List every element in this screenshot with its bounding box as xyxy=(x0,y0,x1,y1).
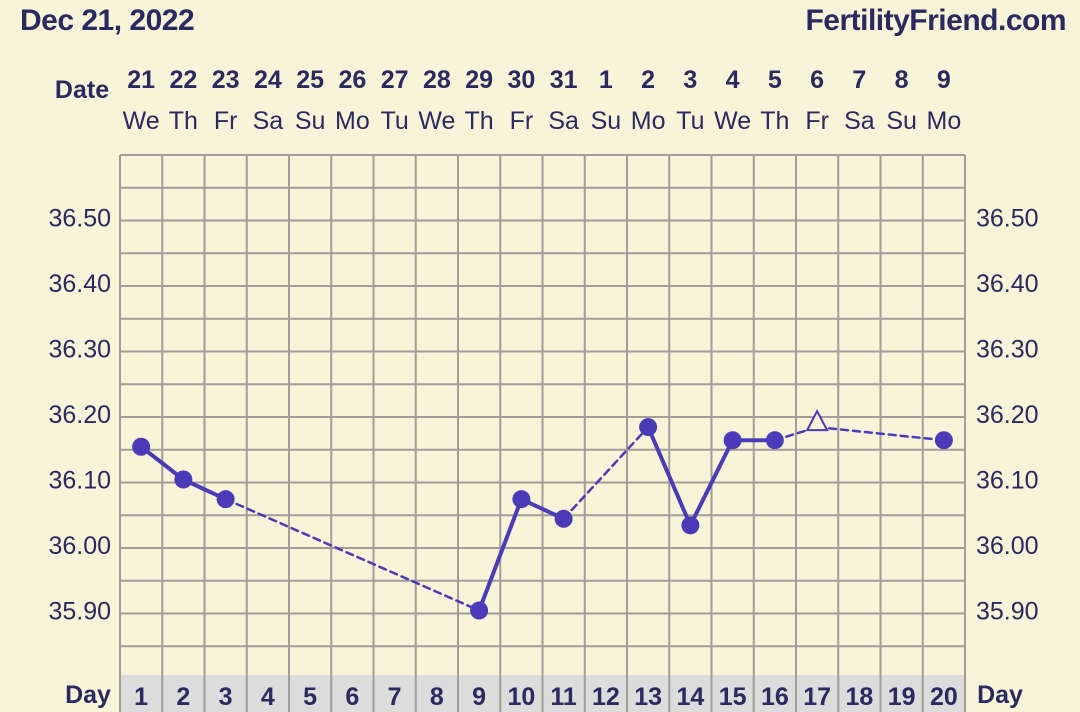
series-segment xyxy=(477,497,524,613)
weekday-label: Sa xyxy=(548,107,579,135)
weekday-label: Sa xyxy=(844,107,875,135)
day-number-label: 3 xyxy=(219,683,233,711)
day-row-label-right: Day xyxy=(977,681,1023,709)
day-number-label: 11 xyxy=(550,683,577,711)
day-number-label: 17 xyxy=(803,683,831,711)
day-number-label: 7 xyxy=(388,683,402,711)
day-number-label: 9 xyxy=(472,683,486,711)
day-number-label: 6 xyxy=(345,683,359,711)
series-segment xyxy=(646,425,693,528)
y-tick-label-left: 36.40 xyxy=(48,270,111,298)
series-segment xyxy=(224,497,481,612)
day-row-label-left: Day xyxy=(65,681,111,709)
y-tick-label-left: 36.50 xyxy=(48,205,111,233)
date-label: 31 xyxy=(550,66,578,94)
day-number-label: 13 xyxy=(634,683,662,711)
data-point xyxy=(639,418,658,437)
date-label: 6 xyxy=(810,66,824,94)
day-number-label: 5 xyxy=(303,683,317,711)
weekday-label: Th xyxy=(465,107,494,135)
day-number-label: 4 xyxy=(261,683,275,711)
data-point xyxy=(934,431,953,450)
y-tick-label-right: 36.00 xyxy=(976,532,1039,560)
date-label: 4 xyxy=(726,66,740,94)
weekday-label: Mo xyxy=(335,107,370,135)
weekday-label: Fr xyxy=(510,107,534,135)
data-point xyxy=(174,470,193,489)
day-number-label: 8 xyxy=(430,683,444,711)
date-label: 26 xyxy=(338,66,366,94)
weekday-label: Fr xyxy=(214,107,238,135)
y-tick-label-right: 36.50 xyxy=(976,205,1039,233)
day-number-label: 19 xyxy=(888,683,916,711)
day-number-label: 16 xyxy=(761,683,789,711)
y-tick-label-left: 36.10 xyxy=(48,467,111,495)
date-label: 1 xyxy=(599,66,613,94)
weekday-label: Th xyxy=(169,107,198,135)
weekday-label: Mo xyxy=(927,107,962,135)
site-name: FertilityFriend.com xyxy=(805,4,1066,37)
date-label: 3 xyxy=(683,66,697,94)
data-point xyxy=(554,509,573,528)
data-point xyxy=(681,516,700,535)
y-tick-label-left: 36.20 xyxy=(48,401,111,429)
weekday-label: Sa xyxy=(253,107,284,135)
date-label: 23 xyxy=(212,66,240,94)
y-tick-label-left: 36.00 xyxy=(48,532,111,560)
y-tick-label-left: 36.30 xyxy=(48,336,111,364)
date-label: 22 xyxy=(169,66,197,94)
weekday-label: Su xyxy=(886,107,917,135)
date-label: 2 xyxy=(641,66,655,94)
y-tick-label-left: 35.90 xyxy=(48,598,111,626)
day-number-label: 12 xyxy=(592,683,620,711)
date-label: 9 xyxy=(937,66,951,94)
weekday-label: Su xyxy=(295,107,326,135)
date-label: 29 xyxy=(465,66,493,94)
data-point xyxy=(470,601,489,620)
weekday-label: Mo xyxy=(631,107,666,135)
data-point xyxy=(132,437,151,456)
chart-date: Dec 21, 2022 xyxy=(20,4,195,37)
weekday-label: Fr xyxy=(805,107,829,135)
weekday-label: Tu xyxy=(381,107,409,135)
weekday-label: We xyxy=(418,107,455,135)
day-number-label: 15 xyxy=(719,683,747,711)
date-label: 25 xyxy=(296,66,324,94)
day-number-label: 1 xyxy=(134,683,148,711)
day-number-label: 18 xyxy=(845,683,873,711)
weekday-label: Th xyxy=(760,107,789,135)
series-segment xyxy=(562,425,650,521)
y-tick-label-right: 36.10 xyxy=(976,467,1039,495)
weekday-label: We xyxy=(123,107,160,135)
series-segment xyxy=(688,438,735,528)
weekday-label: We xyxy=(714,107,751,135)
date-label: 21 xyxy=(127,66,155,94)
date-label: 27 xyxy=(381,66,409,94)
day-number-label: 10 xyxy=(507,683,535,711)
y-tick-label-right: 35.90 xyxy=(976,598,1039,626)
y-tick-label-right: 36.30 xyxy=(976,336,1039,364)
series-segment xyxy=(815,425,946,442)
weekday-label: Tu xyxy=(676,107,704,135)
day-number-label: 2 xyxy=(176,683,190,711)
date-label: 30 xyxy=(507,66,535,94)
data-point xyxy=(765,431,784,450)
date-label: 5 xyxy=(768,66,782,94)
data-point xyxy=(723,431,742,450)
date-label: 24 xyxy=(254,66,282,94)
date-label: 8 xyxy=(895,66,909,94)
date-label: 7 xyxy=(852,66,866,94)
weekday-label: Su xyxy=(591,107,622,135)
y-tick-label-right: 36.40 xyxy=(976,270,1039,298)
data-point xyxy=(216,490,235,509)
day-number-label: 14 xyxy=(676,683,704,711)
date-label: 28 xyxy=(423,66,451,94)
data-point xyxy=(512,490,531,509)
y-tick-label-right: 36.20 xyxy=(976,401,1039,429)
date-row-label: Date xyxy=(55,76,109,104)
data-point-triangle xyxy=(805,408,829,432)
day-number-label: 20 xyxy=(930,683,958,711)
